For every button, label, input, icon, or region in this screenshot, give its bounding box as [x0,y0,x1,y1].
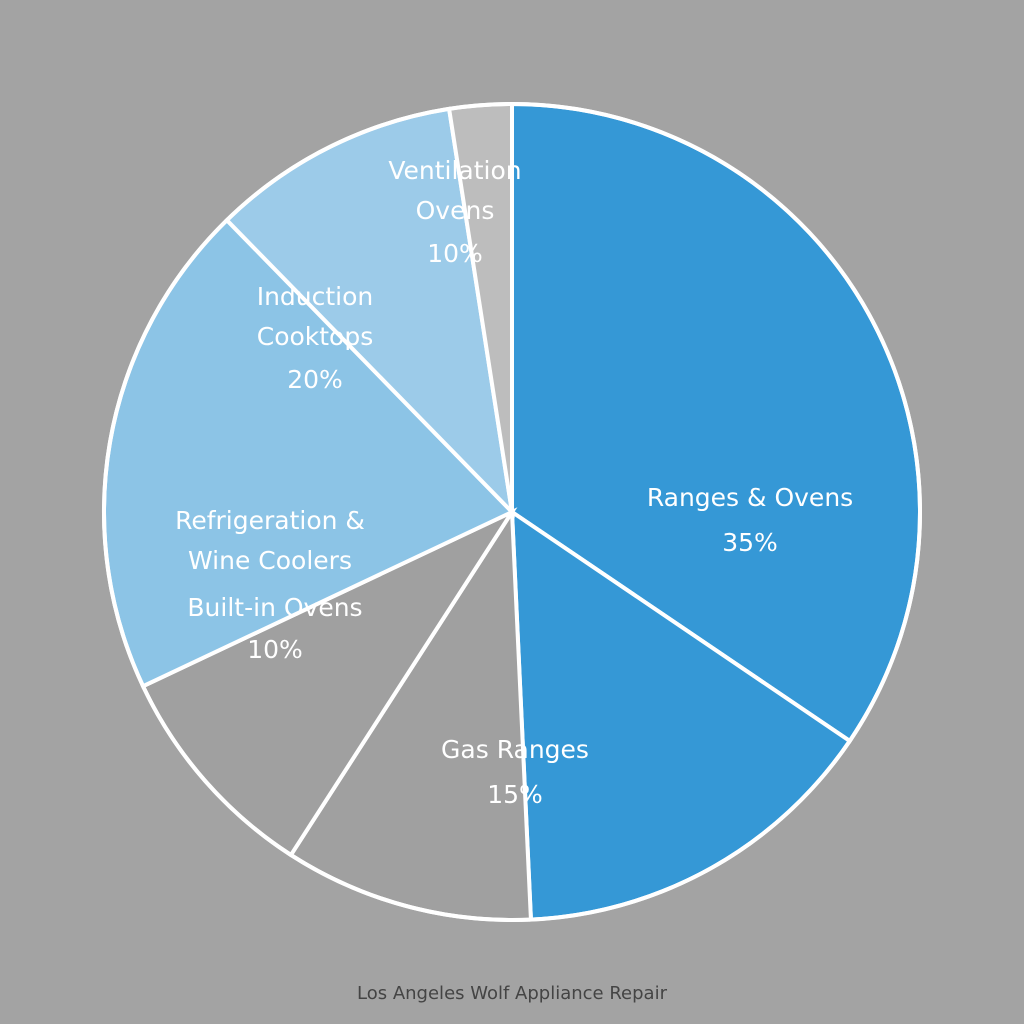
slice-value: 10% [427,239,483,268]
slice-label: Ventilation Ovens [388,156,522,225]
slice-label: Built-in Ovens [187,593,363,622]
slice-value: 20% [287,365,343,394]
slice-label: Induction Cooktops [256,282,374,351]
pie-outline [102,102,922,922]
slice-value: 10% [247,635,303,664]
slice-label: Ranges & Ovens [646,483,854,512]
slice-value: 35% [722,528,778,557]
slice-value: 15% [487,780,543,809]
footer: Los Angeles Wolf Appliance Repair [357,983,667,1004]
slice-label: Gas Ranges [441,735,589,764]
slice-label: Refrigeration & Wine Coolers [175,506,365,575]
